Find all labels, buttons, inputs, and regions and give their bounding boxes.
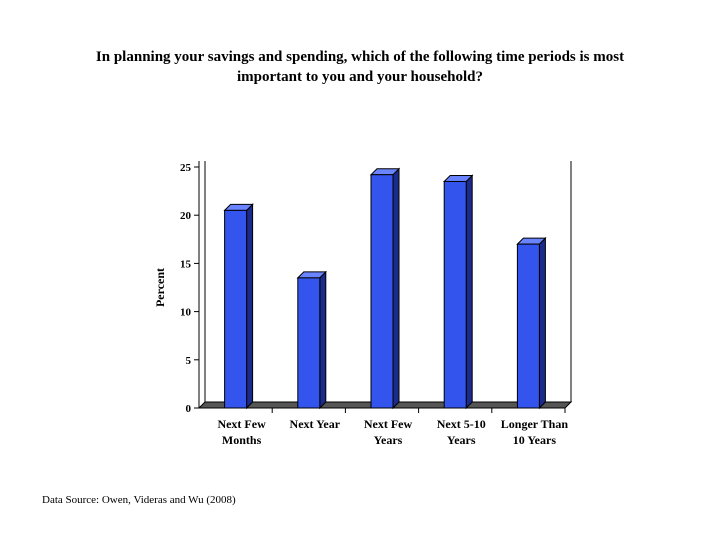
title-line-2: important to you and your household? bbox=[236, 69, 484, 85]
x-tick-label: Years bbox=[447, 433, 476, 447]
bar-side bbox=[319, 270, 327, 410]
page-title: In planning your savings and spending, w… bbox=[40, 47, 680, 87]
x-tick-label: Years bbox=[374, 433, 403, 447]
x-tick-label: Next Few bbox=[217, 417, 266, 431]
x-tick-label: 10 Years bbox=[513, 433, 557, 447]
bar-side bbox=[465, 174, 473, 410]
y-tick-label: 15 bbox=[180, 258, 192, 270]
bar bbox=[443, 180, 467, 409]
x-tick-label: Months bbox=[222, 433, 262, 447]
y-axis-title: Percent bbox=[153, 268, 167, 307]
bar-side bbox=[246, 203, 254, 410]
x-tick-label: Longer Than bbox=[501, 417, 569, 431]
y-tick-label: 10 bbox=[180, 307, 192, 319]
x-tick-label: Next Few bbox=[364, 417, 413, 431]
bar-side bbox=[392, 167, 400, 410]
bar-side bbox=[538, 236, 546, 410]
y-tick-label: 20 bbox=[180, 210, 192, 222]
bars-layer bbox=[223, 167, 547, 410]
bar bbox=[224, 209, 248, 409]
x-tick-label: Next 5-10 bbox=[437, 417, 486, 431]
labels-layer: 0 5 10 15 20 25 Percent Next Few Months Next Year… bbox=[153, 162, 568, 447]
bar bbox=[370, 174, 394, 409]
y-tick-label: 25 bbox=[180, 162, 192, 174]
source-note: Data Source: Owen, Videras and Wu (2008) bbox=[42, 494, 236, 506]
bar bbox=[516, 243, 540, 409]
title-line-1: In planning your savings and spending, w… bbox=[95, 49, 625, 65]
y-tick-label: 5 bbox=[186, 355, 192, 367]
y-tick-label: 0 bbox=[186, 403, 192, 415]
x-tick-label: Next Year bbox=[290, 417, 341, 431]
bar bbox=[297, 277, 321, 409]
